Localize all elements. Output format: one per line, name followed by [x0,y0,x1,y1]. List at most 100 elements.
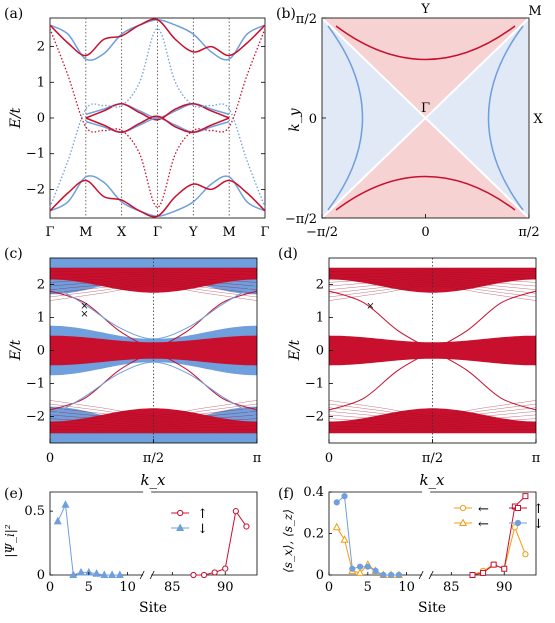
panel-f-legend-label: ↑ [533,502,544,517]
panel-a-ytick-label: −2 [26,182,45,197]
panel-b-diagonal [321,17,530,219]
panel-c-xtick-label: 0 [46,451,54,466]
panel-a-ylabel: E/t [8,107,24,129]
panel-b-contour-right [487,25,524,211]
panel-e-point [232,508,239,515]
panel-b-point-X: X [533,112,543,127]
panel-a-ytick-label: 1 [37,75,45,90]
panel-c-subband [49,285,258,301]
panel-b-ytick-label: π/2 [296,12,317,27]
panel-f-legend-marker [459,504,467,512]
panel-c-bulk-bands: ×× [49,258,258,443]
panel-c-subband [49,418,258,426]
panel-c-ytick-label: 0 [37,344,45,359]
panel-f-point [333,499,340,506]
panel-e-ytick-label: 0 [37,568,45,583]
panel-c-subband [49,281,258,294]
panel-a-band-1 [49,18,266,57]
panel-d-xtick-label: π [532,451,541,466]
panel-b-contour-top [335,25,516,61]
panel-e-plot: 0 5 10 85 90 0 0.5 ↑↓ [24,491,258,595]
panel-b-regions [321,17,530,219]
panel-b-ytick-label: 0 [309,112,317,127]
panel-b-ylabel: k_y [287,107,303,131]
panel-f-legend-marker [514,519,522,527]
panel-e-point [115,570,124,578]
panel-a-band-5 [85,115,230,134]
panel-a-ytick-label: −1 [26,147,45,162]
panel-b-region-right [425,18,529,218]
panel-b-ytick-label: −π/2 [285,212,317,227]
panel-d-subband [328,429,537,432]
panel-e-point [53,516,62,525]
panel-b-point-Y: Y [420,2,430,17]
panel-e-legend-marker [176,523,185,531]
panel-e-xtick-label: 90 [217,580,234,595]
panel-d-xtick-label: π/2 [422,451,443,466]
panel-e-point [100,570,109,578]
panel-f-ytick-label: 0.2 [303,527,324,542]
panel-e-point [200,571,208,579]
panel-c-bulk-lower [50,408,257,434]
panel-e-point [61,500,70,508]
panel-b-point-Γ: Γ [421,101,430,116]
panel-c-ylabel: E/t [8,339,24,361]
panel-f-point [511,524,518,531]
panel-d-ticks: −2 −1 0 1 2 0 π/2 π [305,277,541,466]
panel-d-marker: × [366,301,374,312]
panel-f-point [490,561,497,568]
panel-d-ytick-label: 0 [316,344,324,359]
panel-e-series-1 [57,502,120,576]
panel-d-ytick-label: −2 [305,410,324,425]
panel-c: ×× (c) E/t k_x −2 −1 0 1 2 0 π/2 π [4,246,262,489]
panel-b-contour-bottom [335,175,516,211]
panel-e-label: (e) [4,486,23,502]
panel-b-xtick-label: π/2 [518,225,539,240]
panel-f-point [522,493,529,500]
panel-d-subband [328,277,537,287]
panel-a-xtick-label: M [79,225,92,240]
panel-e-point [77,567,86,576]
panel-e-ytick-label: 0.5 [24,504,45,519]
panel-c-ytick-label: 1 [37,310,45,325]
panel-b-xtick-label: −π/2 [306,225,338,240]
panel-a-xtick-label: Γ [45,225,54,240]
panel-d-bulk-bands: × [328,258,537,443]
panel-f-frame-left [328,491,423,576]
panel-b-region-bottom [322,118,529,218]
panel-d-subband [328,425,537,430]
panel-d-ytick-label: −1 [305,377,324,392]
panel-d-ytick-label: 1 [316,310,324,325]
panel-c-subband [49,429,258,432]
panel-e-xtick-label: 10 [119,580,136,595]
panel-a-band-4 [85,117,230,134]
panel-c-subband [49,271,258,276]
panel-f-point [395,571,402,579]
panel-f-legend-marker [458,518,468,526]
panel-a-xtick-label: Γ [153,225,162,240]
panel-d-subband [328,400,537,416]
panel-f-point [388,571,395,579]
panel-d-subband [328,285,537,301]
panel-f-plot: 0 5 10 85 90 0 0.2 0.4 ← ↑ ← ↓ [303,485,544,595]
panel-d-ytick-label: 2 [316,277,324,292]
panel-e-xtick-label: 0 [46,580,54,595]
panel-a-y-ticks: −2 −1 0 1 2 [26,40,265,197]
panel-f-point [349,565,356,572]
panel-e-point [108,570,117,578]
panel-b-point-labels: Y M Γ X [420,2,543,127]
panel-e-ylabel: |Ψ_i|² [3,524,17,557]
panel-d-subband [328,271,537,276]
panel-b-region-left [322,18,426,218]
panel-e-xtick-label: 85 [164,580,181,595]
panel-c-xtick-label: π [253,451,262,466]
panel-e-axis-break [139,570,145,580]
panel-b-label: (b) [276,6,296,22]
panel-a-series [49,18,266,218]
panel-e: (e) |Ψ_i|² Site 0 5 10 85 90 0 0.5 ↑↓ [3,486,258,616]
panel-b-contour-left [327,25,364,211]
panel-f-series-0 [472,525,526,576]
panel-c-subband [49,425,258,430]
